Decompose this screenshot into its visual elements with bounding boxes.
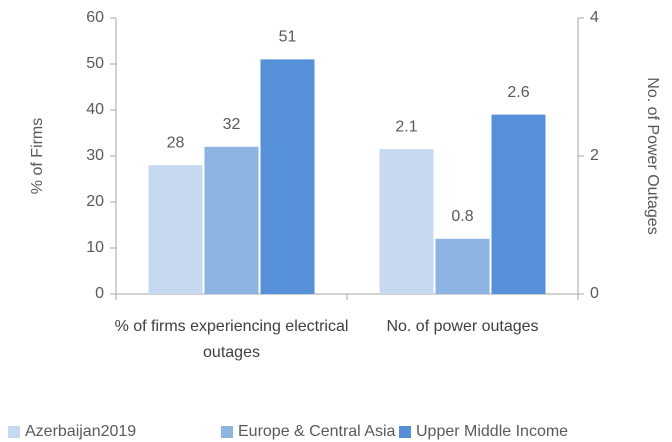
data-label: 2.6 [507, 84, 529, 101]
bar [148, 165, 203, 294]
legend-label: Europe & Central Asia [238, 423, 396, 440]
data-label: 2.1 [395, 118, 417, 135]
bar [379, 149, 434, 294]
x-tick-label: No. of power outages [386, 318, 539, 335]
legend-swatch [399, 426, 411, 438]
y2-tick-label: 4 [590, 9, 599, 26]
y-tick-label: 0 [95, 285, 104, 302]
data-label: 51 [279, 29, 297, 46]
y-tick-label: 10 [86, 239, 104, 256]
y2-tick-label: 2 [590, 147, 599, 164]
y-tick-label: 30 [86, 147, 104, 164]
data-label: 32 [223, 116, 241, 133]
bar [435, 238, 490, 294]
bar [491, 114, 546, 294]
y-tick-label: 20 [86, 193, 104, 210]
legend-label: Azerbaijan2019 [25, 423, 136, 440]
y2-axis-title: No. of Power Outages [644, 77, 661, 234]
y-tick-label: 40 [86, 101, 104, 118]
legend-label: Upper Middle Income [416, 423, 568, 440]
bar [260, 59, 315, 295]
y-tick-label: 50 [86, 55, 104, 72]
x-tick-label: % of firms experiencing electrical outag… [114, 318, 349, 361]
y-tick-label: 60 [86, 9, 104, 26]
legend-swatch [221, 426, 233, 438]
y-axis-title: % of Firms [29, 118, 46, 194]
x-tick-label-box: % of firms experiencing electrical outag… [114, 318, 349, 361]
x-tick-label-box: No. of power outages [386, 318, 539, 335]
data-label: 0.8 [451, 208, 473, 225]
y2-tick-label: 0 [590, 285, 599, 302]
bar [204, 146, 259, 294]
data-label: 28 [167, 134, 185, 151]
legend-swatch [8, 426, 20, 438]
